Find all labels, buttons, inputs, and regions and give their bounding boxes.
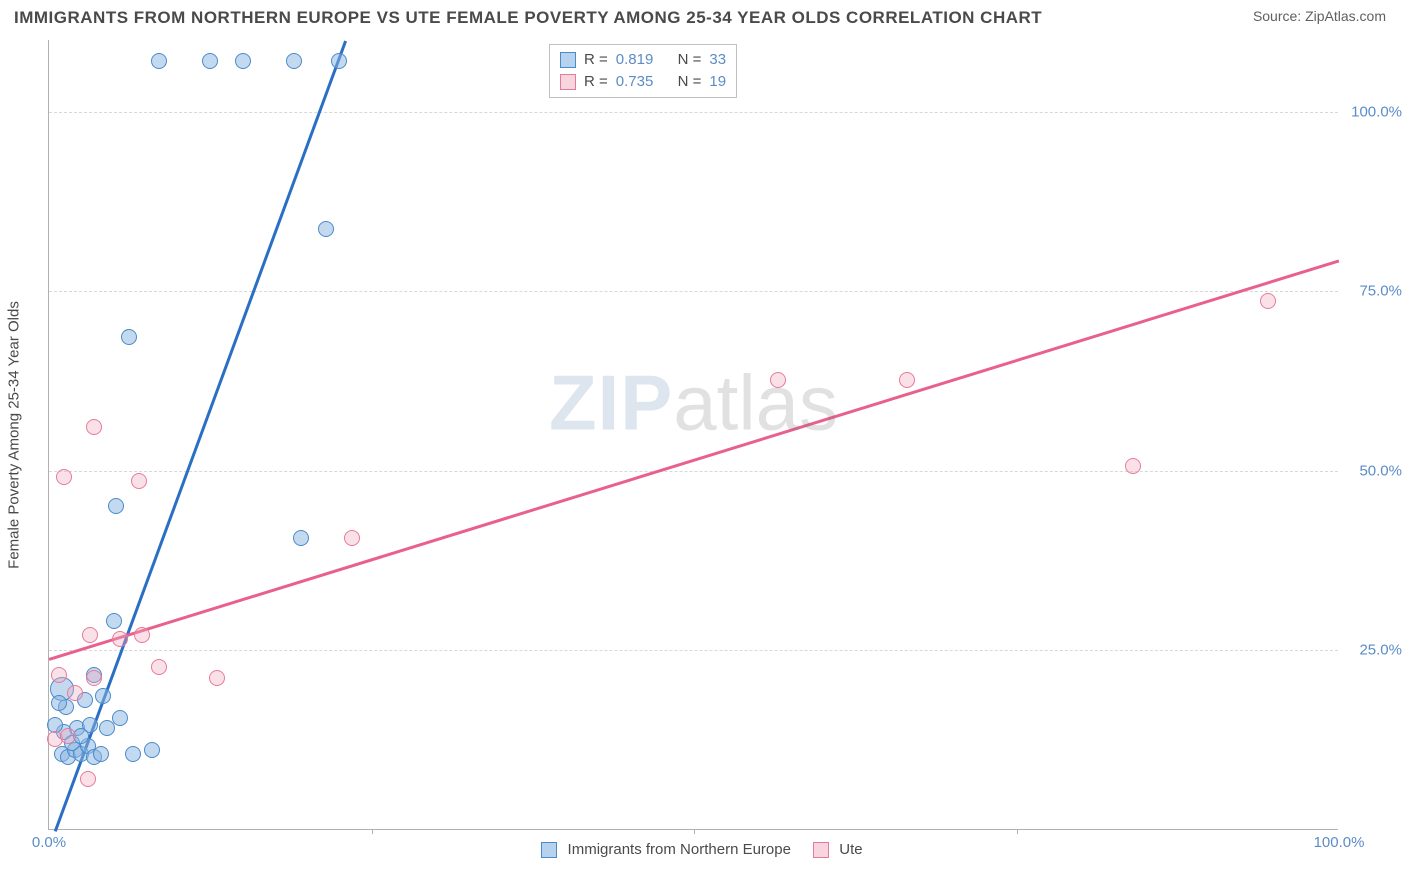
data-point-blue xyxy=(202,53,218,69)
data-point-pink xyxy=(82,627,98,643)
n-label: N = xyxy=(678,49,702,71)
data-point-pink xyxy=(344,530,360,546)
data-point-blue xyxy=(144,742,160,758)
data-point-blue xyxy=(112,710,128,726)
n-value-pink: 19 xyxy=(709,71,726,93)
data-point-blue xyxy=(93,746,109,762)
data-point-pink xyxy=(134,627,150,643)
data-point-blue xyxy=(286,53,302,69)
chart-title: IMMIGRANTS FROM NORTHERN EUROPE VS UTE F… xyxy=(14,8,1042,28)
data-point-blue xyxy=(51,695,67,711)
legend-swatch-pink xyxy=(813,842,829,858)
series-label-blue: Immigrants from Northern Europe xyxy=(568,841,791,858)
data-point-pink xyxy=(151,659,167,675)
data-point-pink xyxy=(86,419,102,435)
gridline xyxy=(49,650,1338,651)
data-point-pink xyxy=(112,631,128,647)
data-point-blue xyxy=(293,530,309,546)
watermark-brand: ZIP xyxy=(549,358,673,446)
r-value-pink: 0.735 xyxy=(616,71,654,93)
x-tick-mark xyxy=(694,829,695,834)
data-point-blue xyxy=(106,613,122,629)
data-point-blue xyxy=(331,53,347,69)
data-point-pink xyxy=(209,670,225,686)
gridline xyxy=(49,291,1338,292)
x-tick-mark xyxy=(372,829,373,834)
source-attribution: Source: ZipAtlas.com xyxy=(1253,8,1386,24)
data-point-blue xyxy=(235,53,251,69)
data-point-blue xyxy=(108,498,124,514)
y-tick-label: 25.0% xyxy=(1346,642,1402,659)
data-point-pink xyxy=(60,728,76,744)
data-point-pink xyxy=(770,372,786,388)
correlation-legend: R = 0.819 N = 33 R = 0.735 N = 19 xyxy=(549,44,737,98)
legend-swatch-blue xyxy=(560,52,576,68)
r-value-blue: 0.819 xyxy=(616,49,654,71)
trendline-blue xyxy=(54,41,347,832)
legend-swatch-blue xyxy=(541,842,557,858)
y-tick-label: 100.0% xyxy=(1346,103,1402,120)
y-tick-label: 50.0% xyxy=(1346,462,1402,479)
data-point-blue xyxy=(151,53,167,69)
y-tick-label: 75.0% xyxy=(1346,283,1402,300)
data-point-blue xyxy=(99,720,115,736)
data-point-blue xyxy=(121,329,137,345)
x-tick-mark xyxy=(1017,829,1018,834)
watermark-suffix: atlas xyxy=(673,358,838,446)
chart-container: ZIPatlas R = 0.819 N = 33 R = 0.735 N = … xyxy=(48,40,1338,830)
r-label: R = xyxy=(584,49,608,71)
legend-row-blue: R = 0.819 N = 33 xyxy=(560,49,726,71)
data-point-blue xyxy=(318,221,334,237)
plot-area: ZIPatlas R = 0.819 N = 33 R = 0.735 N = … xyxy=(48,40,1338,830)
series-legend: Immigrants from Northern Europe Ute xyxy=(48,841,1338,858)
data-point-pink xyxy=(131,473,147,489)
data-point-pink xyxy=(67,685,83,701)
legend-row-pink: R = 0.735 N = 19 xyxy=(560,71,726,93)
data-point-blue xyxy=(95,688,111,704)
data-point-pink xyxy=(51,667,67,683)
gridline xyxy=(49,471,1338,472)
y-axis-label: Female Poverty Among 25-34 Year Olds xyxy=(6,301,23,569)
data-point-blue xyxy=(125,746,141,762)
data-point-pink xyxy=(86,670,102,686)
r-label: R = xyxy=(584,71,608,93)
data-point-pink xyxy=(899,372,915,388)
data-point-pink xyxy=(1260,293,1276,309)
data-point-pink xyxy=(1125,458,1141,474)
data-point-pink xyxy=(80,771,96,787)
legend-swatch-pink xyxy=(560,74,576,90)
watermark: ZIPatlas xyxy=(549,357,838,448)
n-label: N = xyxy=(678,71,702,93)
n-value-blue: 33 xyxy=(709,49,726,71)
series-label-pink: Ute xyxy=(839,841,862,858)
data-point-pink xyxy=(56,469,72,485)
gridline xyxy=(49,112,1338,113)
